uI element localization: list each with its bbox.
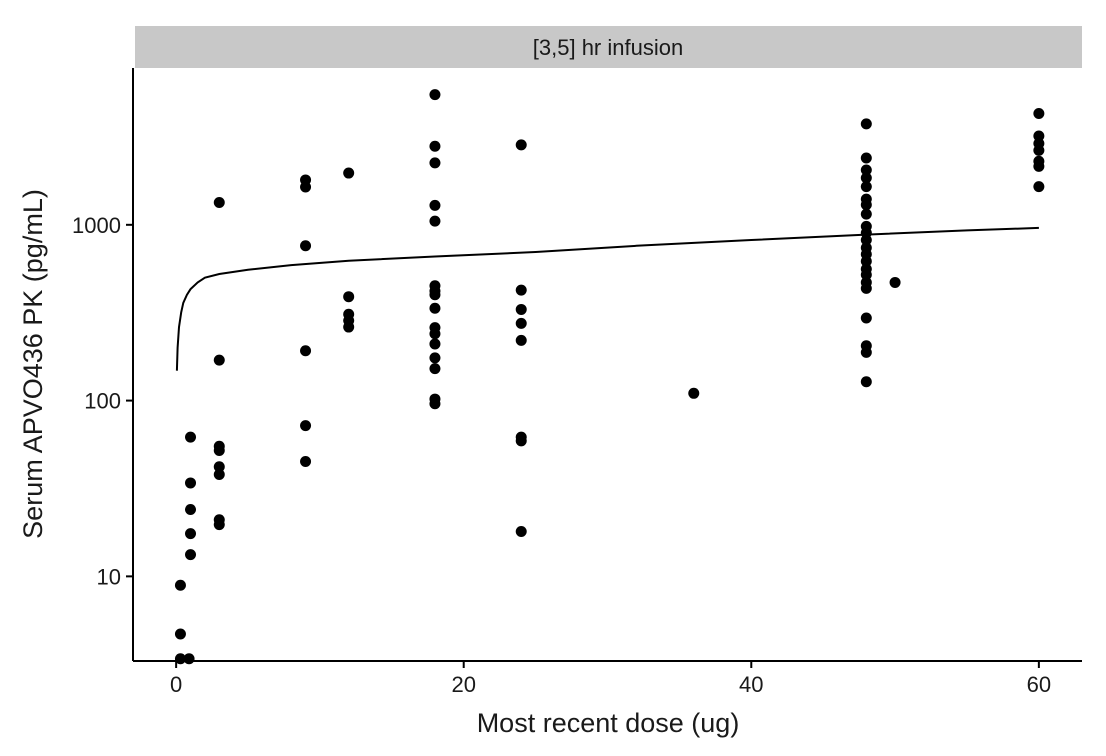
data-point [300, 420, 312, 432]
data-point [860, 152, 872, 164]
data-point [185, 528, 197, 540]
data-point [300, 456, 312, 468]
data-point [343, 321, 355, 333]
data-point [860, 164, 872, 176]
data-point [213, 196, 225, 208]
data-point [515, 317, 527, 329]
data-point [860, 255, 872, 267]
data-point [889, 276, 901, 288]
data-point [300, 345, 312, 357]
data-point [429, 302, 441, 314]
data-point [174, 628, 186, 640]
data-point [300, 181, 312, 193]
data-point [1033, 160, 1045, 172]
data-point [860, 118, 872, 130]
data-point [343, 167, 355, 179]
data-point [213, 445, 225, 457]
x-tick-label: 60 [1027, 672, 1051, 697]
data-point [860, 199, 872, 211]
data-point [860, 208, 872, 220]
data-point [1033, 130, 1045, 142]
data-point [429, 398, 441, 410]
data-point [429, 215, 441, 227]
data-point [213, 461, 225, 473]
data-point [429, 140, 441, 152]
y-ticks: 10 100 1000 [72, 213, 133, 589]
data-point [174, 579, 186, 591]
data-point [185, 549, 197, 561]
data-point [515, 284, 527, 296]
data-point [429, 363, 441, 375]
data-point [515, 139, 527, 151]
x-tick-label: 20 [451, 672, 475, 697]
data-point [688, 387, 700, 399]
data-point [185, 477, 197, 489]
panel-strip-label: [3,5] hr infusion [533, 35, 683, 60]
data-point [343, 291, 355, 303]
data-point [213, 519, 225, 531]
data-point [1033, 144, 1045, 156]
data-point [429, 328, 441, 340]
data-point [860, 172, 872, 184]
data-point [429, 89, 441, 101]
data-point [515, 435, 527, 447]
data-point [860, 312, 872, 324]
data-point [1033, 107, 1045, 119]
x-ticks: 0 20 40 60 [170, 661, 1051, 697]
data-points [174, 89, 1045, 665]
y-tick-label: 1000 [72, 213, 121, 238]
data-point [429, 352, 441, 364]
data-point [1033, 181, 1045, 193]
fit-line [175, 226, 1039, 371]
data-point [429, 157, 441, 169]
data-point [429, 199, 441, 211]
data-point [860, 269, 872, 281]
x-axis-title: Most recent dose (ug) [477, 708, 740, 738]
data-point [185, 504, 197, 516]
data-point [515, 525, 527, 537]
panel-strip [135, 26, 1082, 68]
data-point [213, 354, 225, 366]
data-point [174, 653, 186, 665]
data-point [860, 234, 872, 246]
data-point [860, 181, 872, 193]
x-tick-label: 40 [739, 672, 763, 697]
data-point [429, 338, 441, 350]
y-tick-label: 10 [97, 564, 121, 589]
data-point [213, 468, 225, 480]
data-point [860, 346, 872, 358]
y-tick-label: 100 [84, 389, 121, 414]
data-point [515, 334, 527, 346]
x-tick-label: 0 [170, 672, 182, 697]
y-axis-title: Serum APVO436 PK (pg/mL) [18, 189, 48, 539]
data-point [300, 240, 312, 252]
data-point [185, 431, 197, 443]
data-point [429, 289, 441, 301]
data-point [183, 653, 195, 665]
data-point [860, 376, 872, 388]
data-point [515, 303, 527, 315]
data-point [860, 282, 872, 294]
